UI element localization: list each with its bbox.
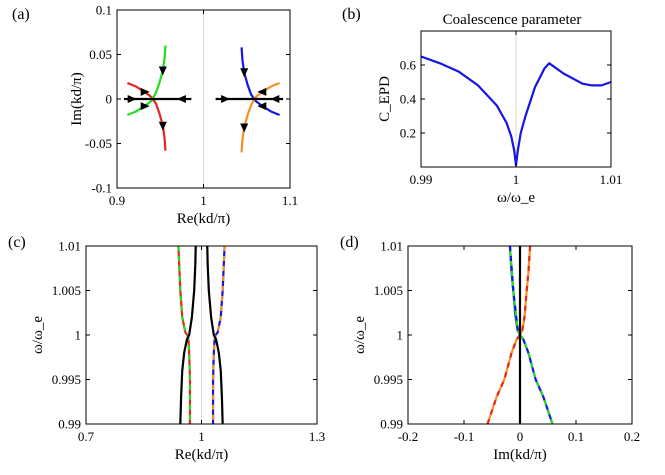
x-tick-label: 1.01 <box>600 172 623 187</box>
y-tick-label: -0.1 <box>91 181 112 196</box>
series-line-3 <box>240 47 281 117</box>
y-tick-label: 0.1 <box>96 3 112 18</box>
x-tick-label: 1 <box>513 172 520 187</box>
x-axis-label: Re(kd/π) <box>175 447 228 463</box>
x-tick-label: 0.9 <box>109 193 125 208</box>
arrow-marker-1 <box>176 95 186 103</box>
x-axis-label: Im(kd/π) <box>493 447 546 463</box>
series-line-3 <box>206 246 224 424</box>
arrow-marker-0 <box>127 95 137 103</box>
y-axis-label: C_EPD <box>377 76 393 122</box>
panel-letter-b: (b) <box>342 6 361 23</box>
series-line-4 <box>240 81 281 153</box>
x-tick-label: 1 <box>200 193 207 208</box>
x-tick-label: -0.2 <box>398 429 419 444</box>
y-tick-label: 0.4 <box>400 92 417 107</box>
panel-letter-a: (a) <box>12 6 30 23</box>
x-tick-label: 1.1 <box>282 193 298 208</box>
y-tick-label: 1.01 <box>380 239 403 254</box>
x-axis-label: Re(kd/π) <box>177 211 230 227</box>
y-tick-label: 1 <box>75 328 82 343</box>
x-tick-label: 0.7 <box>78 429 95 444</box>
y-axis-label: ω/ω_e <box>352 316 368 354</box>
arrow-marker-11 <box>240 123 249 133</box>
series-line-1 <box>486 246 532 424</box>
y-tick-label: 0 <box>106 92 113 107</box>
series-dash-0 <box>177 246 192 424</box>
panel-d: -0.2 -0.1 0 0.1 0.2 1.01 1.005 1 0.995 0.99 Im(kd/… <box>352 239 640 464</box>
y-tick-label: 1.005 <box>374 283 403 298</box>
panel-letter-d: (d) <box>340 234 359 251</box>
series-line-0 <box>421 55 611 167</box>
y-tick-label: 1.005 <box>52 283 81 298</box>
y-tick-label: 0.99 <box>380 417 403 432</box>
y-tick-label: 1.01 <box>58 239 81 254</box>
y-axis-label: ω/ω_e <box>30 316 46 354</box>
x-tick-label: 0.1 <box>568 429 584 444</box>
panel-b-title: Coalescence parameter <box>443 12 582 28</box>
arrow-marker-10 <box>257 102 267 111</box>
panel-b: 0.99 1 1.01 0.6 0.4 0.2 ω/ω_e C_EPD <box>377 30 623 206</box>
x-axis-label: ω/ω_e <box>497 190 535 206</box>
arrow-marker-5 <box>140 102 150 111</box>
panel-letter-c: (c) <box>8 234 26 251</box>
arrow-marker-8 <box>240 68 249 78</box>
y-tick-label: 0.05 <box>89 47 112 62</box>
series-line-0 <box>126 81 167 151</box>
y-tick-label: 0.995 <box>374 372 403 387</box>
arrow-marker-6 <box>221 95 231 103</box>
series-dash-1 <box>211 246 226 424</box>
y-tick-label: 0.6 <box>400 58 417 73</box>
y-tick-label: 1 <box>397 328 404 343</box>
series-line-1 <box>126 45 167 117</box>
y-tick-label: 0.2 <box>400 126 416 141</box>
y-tick-label: 0.995 <box>52 372 81 387</box>
series-dash-2 <box>508 246 521 336</box>
arrow-marker-9 <box>257 87 267 96</box>
x-tick-label: 1.3 <box>309 429 325 444</box>
y-axis-label: Im(kd/π) <box>69 72 85 125</box>
x-tick-label: 0.2 <box>624 429 640 444</box>
series-dash-1 <box>486 246 532 424</box>
series-line-2 <box>179 246 197 424</box>
series-line-0 <box>508 246 554 424</box>
y-tick-label: -0.05 <box>85 136 112 151</box>
x-tick-label: 1 <box>198 429 205 444</box>
panel-c: 0.7 1 1.3 1.01 1.005 1 0.995 0.99 Re(kd/π) ω/ω_e <box>30 239 325 464</box>
arrow-marker-3 <box>158 66 167 76</box>
arrow-marker-4 <box>158 121 167 131</box>
series-dash-0 <box>508 246 554 424</box>
x-tick-label: 0.99 <box>410 172 433 187</box>
x-tick-label: 0 <box>517 429 524 444</box>
arrow-marker-2 <box>140 87 150 96</box>
y-tick-label: 0.99 <box>58 417 81 432</box>
panel-a: 0.9 1 1.1 0.1 0.05 0 -0.05 -0.1 Re(kd/π) Im(kd/π) <box>69 3 298 228</box>
x-tick-label: -0.1 <box>454 429 475 444</box>
arrow-marker-7 <box>270 95 280 103</box>
